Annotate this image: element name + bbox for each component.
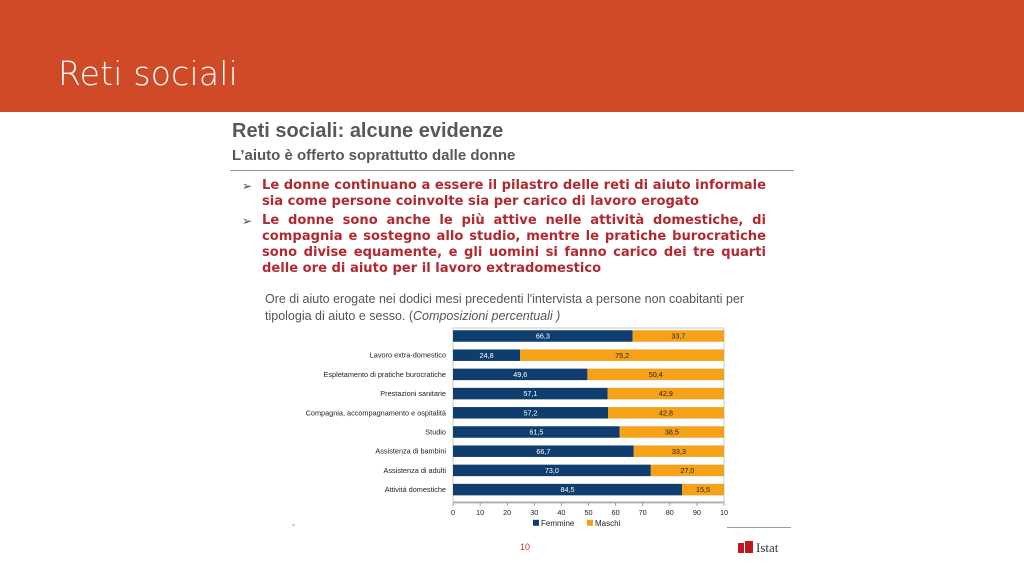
logo-mark-icon: [745, 541, 753, 553]
chart-caption: Ore di aiuto erogate nei dodici mesi pre…: [265, 291, 785, 324]
bar-maschi: [650, 464, 724, 477]
bar-value-label: 66,7: [536, 447, 550, 456]
x-tick-label: 10: [720, 508, 728, 517]
legend-label: Maschi: [595, 519, 621, 528]
caption-italic: Composizioni percentuali ): [413, 308, 561, 323]
logo-mark-icon: [738, 543, 744, 553]
x-tick-label: 70: [639, 508, 647, 517]
bar-value-label: 42,9: [659, 389, 673, 398]
category-label: Lavoro extra-domestico: [370, 351, 446, 360]
caption-text: Ore di aiuto erogate nei dodici mesi pre…: [265, 292, 745, 323]
category-label: Assistenza di bambini: [375, 447, 446, 456]
legend-label: Femmine: [541, 519, 575, 528]
page-number: 10: [520, 542, 531, 552]
bullet-text: Le donne continuano a essere il pilastro…: [262, 178, 766, 209]
category-label: Studio: [425, 428, 446, 437]
bar-femmine: [453, 483, 682, 496]
bar-value-label: 27,0: [680, 466, 694, 475]
category-label: Prestazioni sanitarie: [380, 389, 446, 398]
bar-value-label: 33,3: [672, 447, 686, 456]
dash-mark: -: [292, 520, 296, 531]
logo-text: Istat: [756, 540, 779, 555]
bar-value-label: 15,5: [696, 485, 710, 494]
bar-femmine: [453, 426, 620, 438]
bar-maschi: [587, 368, 724, 381]
x-tick-label: 60: [612, 508, 620, 517]
title-bar: Reti sociali: [0, 0, 1024, 112]
bar-value-label: 57,1: [523, 389, 537, 398]
bar-femmine: [453, 330, 633, 342]
bar-value-label: 38,5: [665, 428, 679, 437]
x-tick-label: 80: [666, 508, 674, 517]
bar-value-label: 50,4: [649, 370, 663, 379]
bullet-text: Le donne sono anche le più attive nelle …: [262, 213, 766, 276]
bar-femmine: [453, 407, 609, 419]
category-label: Assistenza di adulti: [384, 466, 447, 475]
bar-maschi: [632, 330, 724, 342]
x-tick-label: 0: [451, 508, 455, 517]
divider: [727, 527, 791, 528]
slide-title: Reti sociali: [58, 54, 239, 93]
bar-maschi: [681, 483, 724, 496]
bar-value-label: 33,7: [671, 332, 685, 341]
arrowhead-bullet-icon: ➢: [242, 214, 253, 228]
bar-femmine: [453, 368, 588, 381]
x-tick-label: 90: [693, 508, 701, 517]
x-tick-label: 40: [557, 508, 565, 517]
bullet-item: ➢ Le donne sono anche le più attive nell…: [242, 213, 766, 277]
bar-value-label: 24,8: [480, 351, 494, 360]
bar-maschi: [520, 349, 724, 361]
x-tick-label: 10: [476, 508, 484, 517]
bar-value-label: 84,5: [560, 485, 574, 494]
bar-value-label: 49,6: [513, 370, 527, 379]
bar-femmine: [453, 349, 521, 361]
slide-subheading: L’aiuto è offerto soprattutto dalle donn…: [232, 147, 516, 164]
x-tick-label: 30: [530, 508, 538, 517]
bullet-item: ➢ Le donne continuano a essere il pilast…: [242, 178, 766, 210]
arrowhead-bullet-icon: ➢: [242, 179, 253, 193]
bar-value-label: 66,3: [536, 332, 550, 341]
bar-maschi: [608, 407, 724, 419]
category-label: Espletamento di pratiche burocratiche: [324, 370, 447, 379]
bar-maschi: [633, 445, 724, 457]
bar-value-label: 42,8: [659, 408, 673, 417]
x-tick-label: 20: [503, 508, 511, 517]
legend-swatch-maschi: [587, 519, 593, 526]
slide-heading: Reti sociali: alcune evidenze: [232, 120, 504, 142]
category-label: Compagnia, accompagnamento e ospitalità: [306, 408, 447, 417]
bar-femmine: [453, 464, 651, 477]
bar-maschi: [619, 426, 724, 438]
legend-swatch-femmine: [533, 519, 539, 526]
bar-value-label: 73,0: [545, 466, 559, 475]
bar-value-label: 57,2: [524, 408, 538, 417]
bar-value-label: 75,2: [615, 351, 629, 360]
bar-maschi: [607, 387, 724, 400]
category-label: Attività domestiche: [385, 485, 446, 494]
bar-femmine: [453, 387, 608, 400]
bar-value-label: 61,5: [529, 428, 543, 437]
bar-femmine: [453, 445, 634, 457]
divider: [230, 170, 794, 171]
x-tick-label: 50: [584, 508, 592, 517]
